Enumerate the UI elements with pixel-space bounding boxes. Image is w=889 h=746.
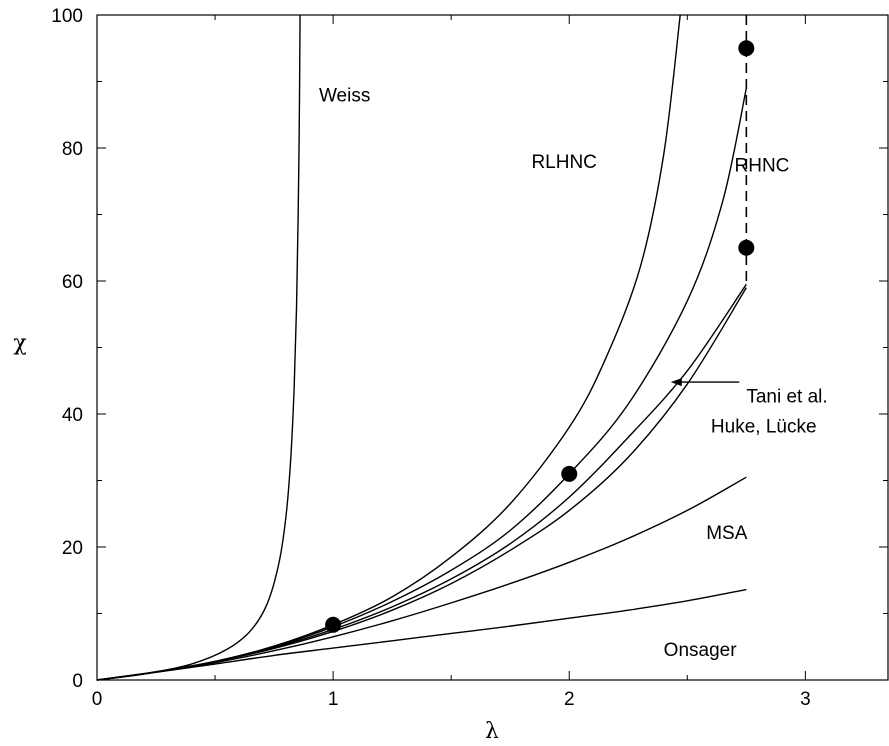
y-tick-label: 40 bbox=[62, 405, 83, 426]
x-axis-title: λ bbox=[485, 719, 499, 744]
data-point bbox=[738, 40, 755, 57]
tick-labels: 0 1 2 3 0 20 40 60 80 100 bbox=[51, 6, 810, 710]
curve-label-tani-et-al: Tani et al. bbox=[746, 387, 827, 408]
arrow-group bbox=[670, 378, 740, 387]
series-line-rlhnc bbox=[96, 14, 681, 681]
arrow-head bbox=[670, 378, 682, 387]
curve-label-rlhnc: RLHNC bbox=[531, 152, 596, 173]
x-tick-label: 2 bbox=[564, 689, 575, 710]
y-tick-label: 60 bbox=[62, 272, 83, 293]
curve-label-rhnc: RHNC bbox=[735, 155, 790, 176]
series-line-rhnc bbox=[96, 88, 748, 681]
data-point bbox=[738, 239, 755, 256]
y-tick-label: 80 bbox=[62, 139, 83, 160]
series-line-onsager bbox=[96, 588, 747, 681]
y-tick-label: 100 bbox=[51, 6, 83, 27]
x-tick-label: 1 bbox=[328, 689, 339, 710]
series-line-weiss bbox=[96, 14, 301, 681]
data-points bbox=[325, 40, 755, 633]
series-line-msa bbox=[96, 476, 747, 681]
curve-label-weiss: Weiss bbox=[319, 85, 370, 106]
plot-frame bbox=[96, 14, 889, 681]
series-line-huke-l-cke bbox=[96, 287, 747, 681]
curve-labels: Weiss RLHNC RHNC Tani et al. Huke, Lücke MSA O… bbox=[319, 85, 828, 661]
ticks bbox=[96, 14, 888, 681]
y-axis-title: χ bbox=[13, 331, 26, 356]
x-tick-label: 0 bbox=[92, 689, 103, 710]
y-tick-label: 0 bbox=[72, 671, 83, 692]
data-point bbox=[325, 616, 342, 633]
series-line-tani-et-al bbox=[96, 283, 747, 681]
x-tick-label: 3 bbox=[800, 689, 811, 710]
curve-label-onsager: Onsager bbox=[664, 640, 738, 661]
curve-label-huke-l-cke: Huke, Lücke bbox=[711, 417, 817, 438]
y-tick-label: 20 bbox=[62, 538, 83, 559]
curve-label-msa: MSA bbox=[706, 523, 748, 544]
data-point bbox=[561, 465, 578, 482]
curves bbox=[96, 14, 748, 681]
